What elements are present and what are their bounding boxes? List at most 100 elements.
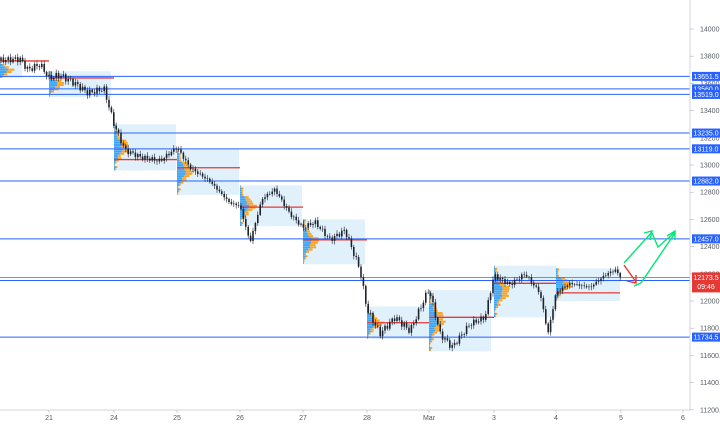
profile-bar-buy <box>303 259 304 262</box>
level-badge <box>692 234 720 244</box>
profile-bar-sell <box>7 68 15 71</box>
candle-body <box>401 320 403 327</box>
candle-body <box>177 149 180 150</box>
profile-bar-sell <box>436 314 444 317</box>
forecast-arrow-up[interactable] <box>633 282 642 287</box>
candle-body <box>300 223 302 225</box>
candle-body <box>185 158 187 161</box>
profile-bar-sell <box>311 241 318 244</box>
candle-body <box>307 223 309 228</box>
profile-bar-buy <box>240 204 250 207</box>
profile-bar-sell <box>308 248 313 251</box>
candle-body <box>233 203 235 205</box>
candle-body <box>451 345 453 348</box>
candle-body <box>391 318 393 322</box>
profile-bar-sell <box>179 183 181 186</box>
profile-bar-buy <box>240 193 242 196</box>
candle-body <box>161 158 163 161</box>
profile-bar-sell <box>430 301 432 304</box>
profile-bar-sell <box>434 327 439 330</box>
candle-body <box>489 293 492 301</box>
profile-bar-buy <box>494 283 500 286</box>
candle-body <box>72 78 74 86</box>
profile-bar-sell <box>114 126 116 129</box>
profile-bar-buy <box>240 191 242 194</box>
profile-bar-buy <box>114 141 122 144</box>
forecast-arrow-up-head[interactable] <box>643 230 653 241</box>
candle-body <box>199 173 201 175</box>
forecast-arrow-down[interactable] <box>623 264 637 283</box>
candle-body <box>105 86 108 100</box>
profile-bar-buy <box>556 290 561 293</box>
price-axis[interactable]: 14000.013800.013600.013400.013200.013000… <box>690 27 720 415</box>
profile-bar-sell <box>438 320 446 323</box>
candle-body <box>283 199 285 207</box>
profile-bar-sell <box>557 296 559 299</box>
candle-body <box>545 309 547 324</box>
profile-bar-buy <box>114 137 118 140</box>
profile-bar-buy <box>240 196 245 199</box>
candle-body <box>511 283 513 285</box>
candle-body <box>461 334 463 336</box>
candle-body <box>523 274 525 276</box>
candle-body <box>170 151 173 156</box>
candle-body <box>141 156 144 160</box>
volume-profiles <box>0 61 620 352</box>
forecast-arrow-up-head[interactable] <box>666 229 676 240</box>
profile-bar-sell <box>435 325 442 328</box>
profile-bar-sell <box>246 200 253 203</box>
candle-body <box>240 205 242 209</box>
profile-bar-buy <box>556 268 558 271</box>
candle-body <box>607 273 609 276</box>
profile-bar-buy <box>429 303 433 306</box>
candle-body <box>134 152 137 158</box>
candle-body <box>600 278 602 281</box>
candle-body <box>403 323 405 327</box>
profile-bar-sell <box>243 215 246 218</box>
profile-bar-sell <box>244 213 249 216</box>
candle-body <box>329 236 331 238</box>
level-badge <box>692 128 720 138</box>
forecast-arrow-up[interactable] <box>651 231 676 249</box>
forecast-arrow-down-head[interactable] <box>626 275 637 284</box>
forecast-arrow-up[interactable] <box>640 232 676 284</box>
profile-bar-buy <box>49 86 56 89</box>
candle-body <box>168 153 170 156</box>
candle-body <box>281 196 283 200</box>
profile-bar-sell <box>304 221 306 224</box>
forecast-arrow-up[interactable] <box>623 231 653 264</box>
candle-body <box>566 285 569 287</box>
candle-body <box>590 286 593 288</box>
candle-body <box>257 214 259 223</box>
profile-bar-buy <box>556 272 558 275</box>
profile-bar-sell <box>502 290 509 293</box>
candle-body <box>149 158 151 161</box>
candle-body <box>509 281 511 284</box>
candle-body <box>501 278 504 280</box>
candle-body <box>36 64 38 67</box>
profile-bar-buy <box>49 90 52 93</box>
candle-body <box>31 68 33 71</box>
candle-body <box>513 279 516 285</box>
profile-bar-sell <box>122 148 131 151</box>
profile-bar-sell <box>57 84 64 87</box>
profile-bar-sell <box>563 281 570 284</box>
profile-bar-sell <box>177 192 179 195</box>
profile-bar-buy <box>240 189 242 192</box>
profile-bar-buy <box>494 299 499 302</box>
candle-body <box>69 78 72 80</box>
time-axis[interactable]: 21 24 25 26 27 28 Mar 3 4 5 6 <box>45 410 685 422</box>
profile-bar-sell <box>563 283 570 286</box>
profile-bar-sell <box>436 311 443 314</box>
profile-bar-buy <box>429 307 434 310</box>
profile-bar-buy <box>429 309 434 312</box>
candle-body <box>593 284 595 287</box>
candle-body <box>437 317 439 325</box>
candle-body <box>65 74 67 82</box>
candle-body <box>427 292 429 294</box>
profile-bar-buy <box>367 312 371 315</box>
profile-bar-buy <box>556 283 564 286</box>
candle-body <box>115 125 117 130</box>
level-badge <box>692 89 720 99</box>
